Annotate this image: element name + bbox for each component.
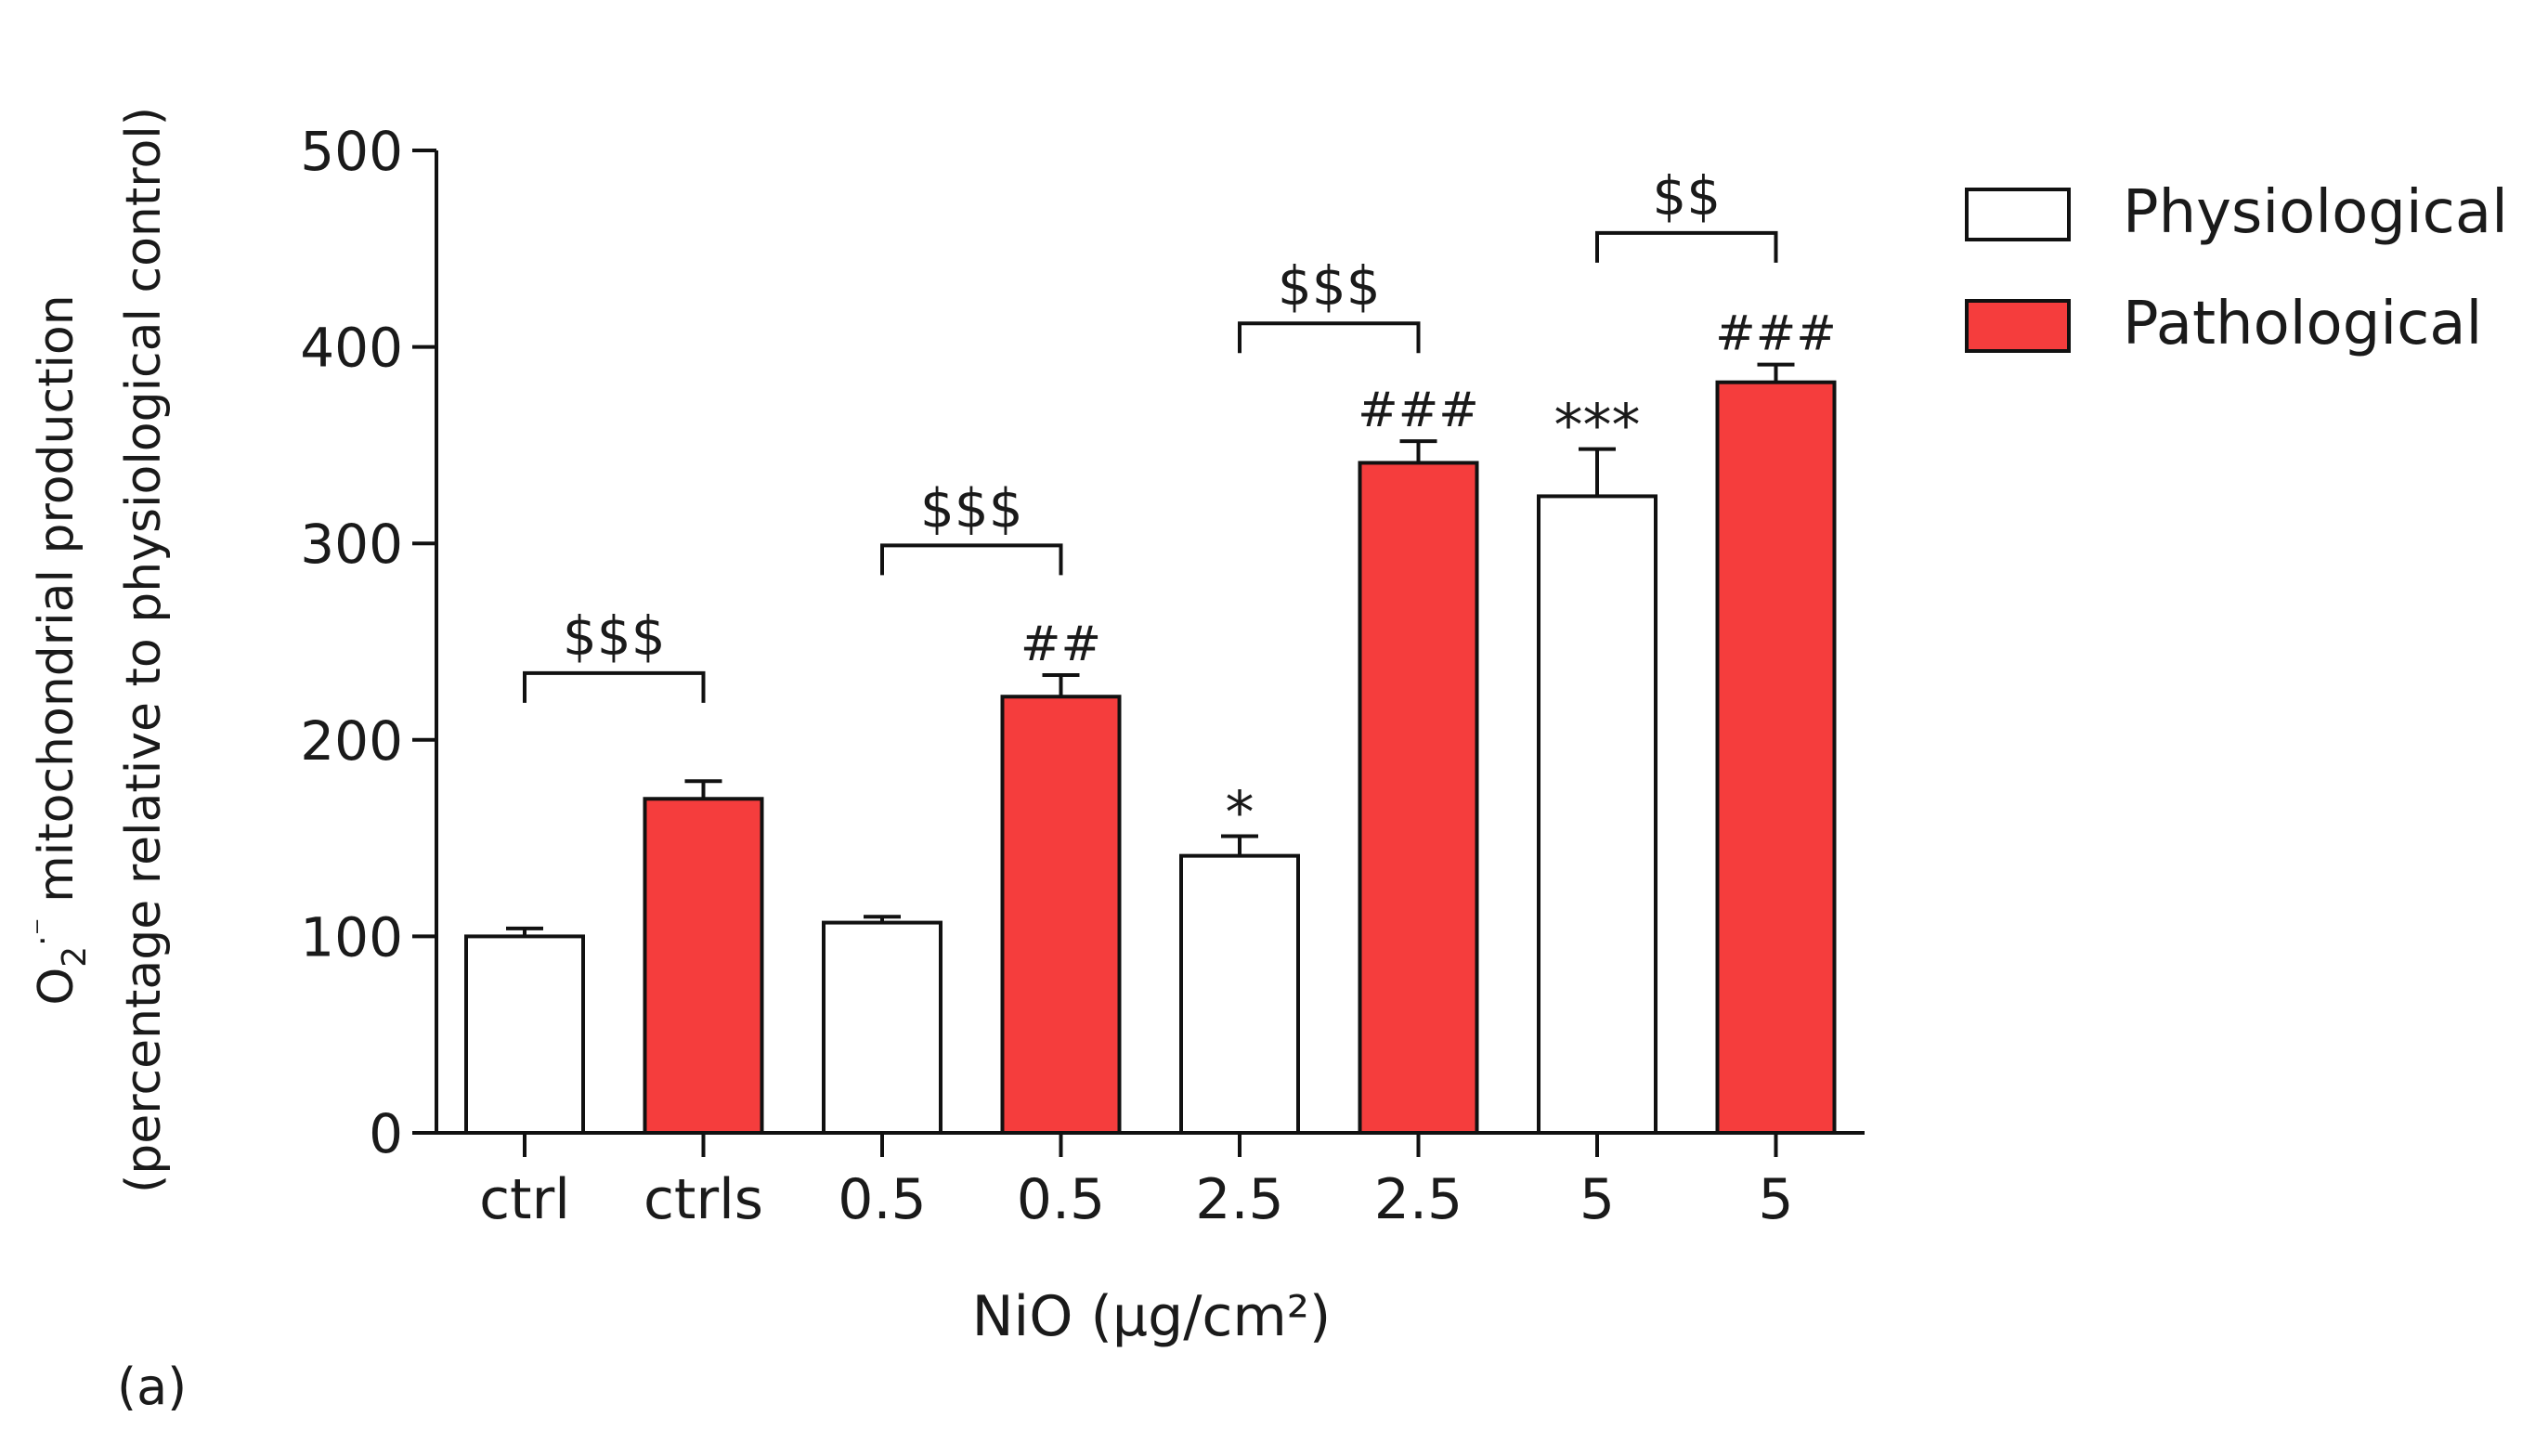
legend-swatch-physiological [1965, 188, 2071, 241]
comparison-label: $$$ [1278, 254, 1381, 318]
x-tick-label: 2.5 [1374, 1167, 1462, 1232]
bar-annotation: ### [1358, 383, 1479, 438]
x-tick-label: ctrls [644, 1167, 763, 1232]
bar-pathological [1358, 461, 1479, 1136]
y-tick-label: 500 [300, 120, 403, 183]
comparison-label: $$ [1652, 164, 1721, 228]
comparison-bracket [1595, 230, 1778, 263]
legend-swatch-pathological [1965, 299, 2071, 353]
bar-physiological [822, 920, 942, 1136]
x-tick-label: 0.5 [838, 1167, 926, 1232]
svg-text:O2·⁻ mitochondrial production: O2·⁻ mitochondrial production [24, 294, 94, 1005]
comparison-bracket [1238, 321, 1421, 354]
bar-physiological [464, 934, 585, 1136]
comparison-bracket [523, 670, 706, 703]
y-tick-label: 200 [300, 709, 403, 773]
x-axis-label: NiO (µg/cm²) [972, 1284, 1332, 1349]
legend-label-pathological: Pathological [2123, 290, 2482, 358]
y-tick-label: 100 [300, 905, 403, 968]
x-tick-label: ctrl [479, 1167, 570, 1232]
y-axis-label: O2·⁻ mitochondrial production (percentag… [24, 107, 172, 1193]
bar-annotation: ### [1715, 306, 1837, 362]
legend: Physiological Pathological [1965, 178, 2508, 358]
bar-pathological [1715, 380, 1837, 1135]
y-tick-label: 300 [300, 513, 403, 576]
bar-pathological [643, 797, 764, 1136]
x-tick-label: 2.5 [1195, 1167, 1283, 1232]
bar-physiological [1537, 494, 1658, 1135]
x-tick-label: 5 [1758, 1167, 1793, 1232]
y-axis-label-sup: ·⁻ [24, 917, 62, 945]
bar-physiological [1179, 853, 1300, 1135]
legend-label-physiological: Physiological [2123, 178, 2508, 247]
y-axis-label-sub: 2 [56, 946, 94, 968]
comparison-label: $$$ [563, 604, 666, 668]
plot-area: 0 100 200 300 400 500 ctrl ctrls 0.5 0.5 ## 2.5 * 2.5… [300, 120, 1865, 1232]
y-axis-label-rest: mitochondrial production [29, 294, 84, 917]
comparison-label: $$$ [920, 476, 1023, 540]
panel-label: (a) [117, 1358, 187, 1416]
y-tick-label: 0 [369, 1102, 403, 1165]
bar-annotation: * [1226, 778, 1254, 846]
bar-annotation: ## [1020, 617, 1101, 672]
bar-annotation: *** [1554, 392, 1641, 460]
comparison-bracket [880, 543, 1063, 576]
bar-pathological [1000, 695, 1122, 1135]
x-tick-label: 0.5 [1017, 1167, 1105, 1232]
y-axis-label-o: O [29, 968, 84, 1006]
y-tick-label: 400 [300, 317, 403, 380]
x-tick-label: 5 [1580, 1167, 1615, 1232]
y-axis-label-line2: (percentage relative to physiological co… [116, 107, 172, 1193]
